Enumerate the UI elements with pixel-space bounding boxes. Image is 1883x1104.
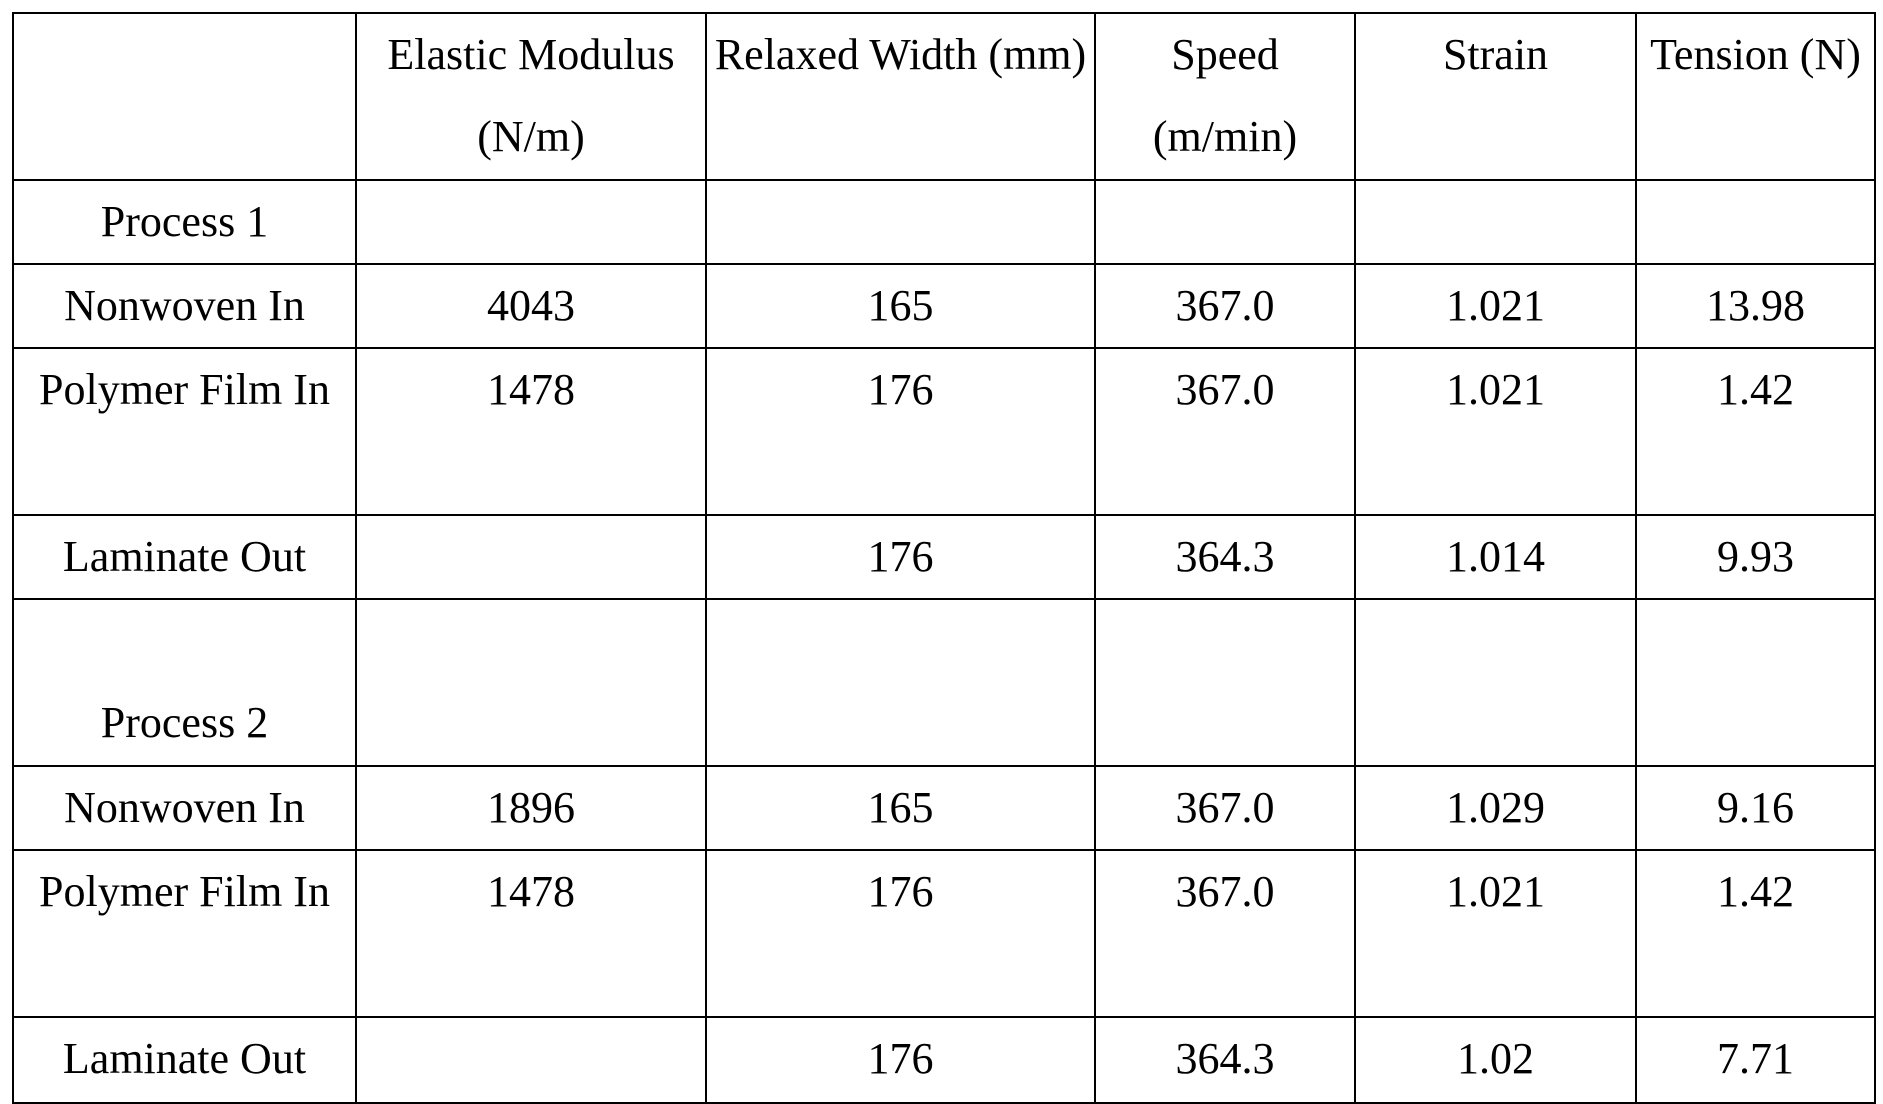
table-cell: 1.021 [1354,849,1637,1018]
row-label-cell: Laminate Out [12,514,357,600]
table-cell: 176 [705,347,1096,516]
table-cell [1094,598,1356,767]
table-cell: 1.42 [1635,849,1876,1018]
table-cell: 13.98 [1635,263,1876,349]
table-cell: 367.0 [1094,347,1356,516]
header-cell-empty [12,12,357,181]
table-row: Process 2 [12,598,1876,767]
row-label-cell: Laminate Out [12,1016,357,1104]
table-cell: 176 [705,849,1096,1018]
row-label-cell: Nonwoven In [12,765,357,851]
header-cell-speed: Speed (m/min) [1094,12,1356,181]
table-cell: 165 [705,263,1096,349]
table-cell [705,179,1096,265]
table-cell: 1478 [355,347,707,516]
table-cell [355,179,707,265]
process-data-table: Elastic Modulus (N/m) Relaxed Width (mm)… [12,12,1876,1104]
table-cell: 4043 [355,263,707,349]
table-cell [1354,598,1637,767]
table-cell [1094,179,1356,265]
row-label-cell: Polymer Film In [12,347,357,516]
table-cell: 1.029 [1354,765,1637,851]
data-table-container: Elastic Modulus (N/m) Relaxed Width (mm)… [12,12,1876,1104]
table-row: Laminate Out 176 364.3 1.02 7.71 [12,1016,1876,1104]
table-row: Polymer Film In 1478 176 367.0 1.021 1.4… [12,347,1876,516]
table-cell: 367.0 [1094,263,1356,349]
table-cell [1635,598,1876,767]
table-cell: 176 [705,1016,1096,1104]
table-row: Laminate Out 176 364.3 1.014 9.93 [12,514,1876,600]
table-cell: 364.3 [1094,1016,1356,1104]
table-cell: 1.014 [1354,514,1637,600]
table-cell: 1896 [355,765,707,851]
table-cell: 1.021 [1354,263,1637,349]
table-cell: 367.0 [1094,849,1356,1018]
header-cell-elastic-modulus: Elastic Modulus (N/m) [355,12,707,181]
table-cell: 165 [705,765,1096,851]
table-cell: 1.021 [1354,347,1637,516]
header-row: Elastic Modulus (N/m) Relaxed Width (mm)… [12,12,1876,181]
header-cell-strain: Strain [1354,12,1637,181]
table-cell [355,514,707,600]
table-row: Nonwoven In 4043 165 367.0 1.021 13.98 [12,263,1876,349]
process-label-cell: Process 2 [12,598,357,767]
table-cell [355,598,707,767]
row-label-cell: Polymer Film In [12,849,357,1018]
table-cell: 176 [705,514,1096,600]
table-cell: 367.0 [1094,765,1356,851]
table-cell: 1.02 [1354,1016,1637,1104]
table-cell [705,598,1096,767]
table-row: Nonwoven In 1896 165 367.0 1.029 9.16 [12,765,1876,851]
table-cell [355,1016,707,1104]
table-row: Polymer Film In 1478 176 367.0 1.021 1.4… [12,849,1876,1018]
row-label-cell: Nonwoven In [12,263,357,349]
table-cell: 9.93 [1635,514,1876,600]
table-cell: 1.42 [1635,347,1876,516]
table-cell [1354,179,1637,265]
process-label-cell: Process 1 [12,179,357,265]
table-cell: 7.71 [1635,1016,1876,1104]
header-cell-tension: Tension (N) [1635,12,1876,181]
table-cell: 9.16 [1635,765,1876,851]
table-cell: 364.3 [1094,514,1356,600]
table-row: Process 1 [12,179,1876,265]
header-cell-relaxed-width: Relaxed Width (mm) [705,12,1096,181]
table-cell [1635,179,1876,265]
table-cell: 1478 [355,849,707,1018]
